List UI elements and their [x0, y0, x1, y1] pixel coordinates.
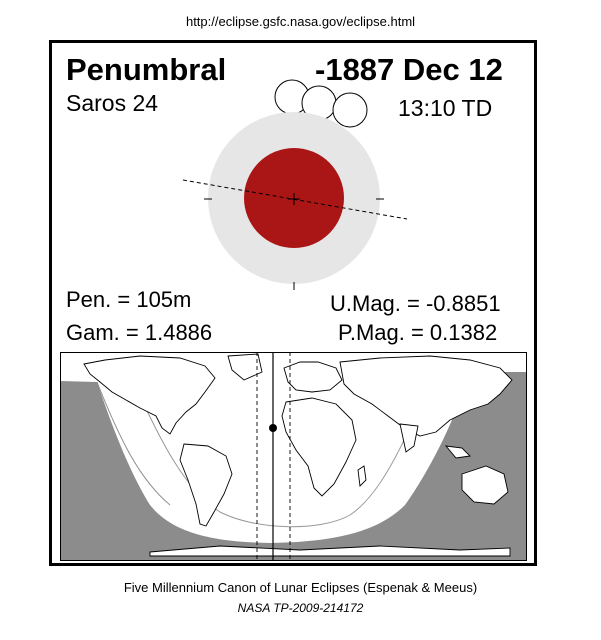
penumbral-magnitude: P.Mag. = 0.1382 [338, 320, 498, 345]
eclipse-date: -1887 Dec 12 [315, 52, 503, 87]
south-america [179, 443, 233, 527]
asia [339, 355, 513, 437]
africa [281, 397, 357, 497]
visibility-curve-west [96, 381, 171, 506]
visibility-inner-curve [134, 384, 431, 528]
map-border [60, 352, 527, 561]
greatest-eclipse-point [269, 424, 277, 432]
australia [461, 465, 509, 505]
gamma-value: Gam. = 1.4886 [66, 320, 213, 345]
greenland [227, 353, 263, 381]
publication-reference: NASA TP-2009-214172 [237, 601, 364, 615]
umbral-magnitude: U.Mag. = -0.8851 [330, 291, 501, 316]
shadow-diagram [182, 79, 408, 290]
saros-number: Saros 24 [66, 90, 159, 116]
visibility-map [60, 352, 527, 561]
madagascar [357, 465, 367, 487]
eclipse-time: 13:10 TD [398, 95, 493, 121]
penumbral-duration: Pen. = 105m [66, 287, 192, 312]
eclipse-not-visible-region [60, 372, 527, 561]
source-url[interactable]: http://eclipse.gsfc.nasa.gov/eclipse.htm… [185, 14, 416, 29]
continents [83, 353, 513, 557]
canon-caption: Five Millennium Canon of Lunar Eclipses … [123, 580, 478, 595]
india [399, 423, 419, 453]
north-america [83, 355, 216, 435]
eclipse-type: Penumbral [66, 52, 227, 87]
eclipse-panel-frame [49, 40, 537, 566]
indonesia [444, 445, 471, 459]
europe [283, 361, 343, 393]
antarctica [149, 545, 511, 557]
moon-position-3 [332, 92, 368, 128]
